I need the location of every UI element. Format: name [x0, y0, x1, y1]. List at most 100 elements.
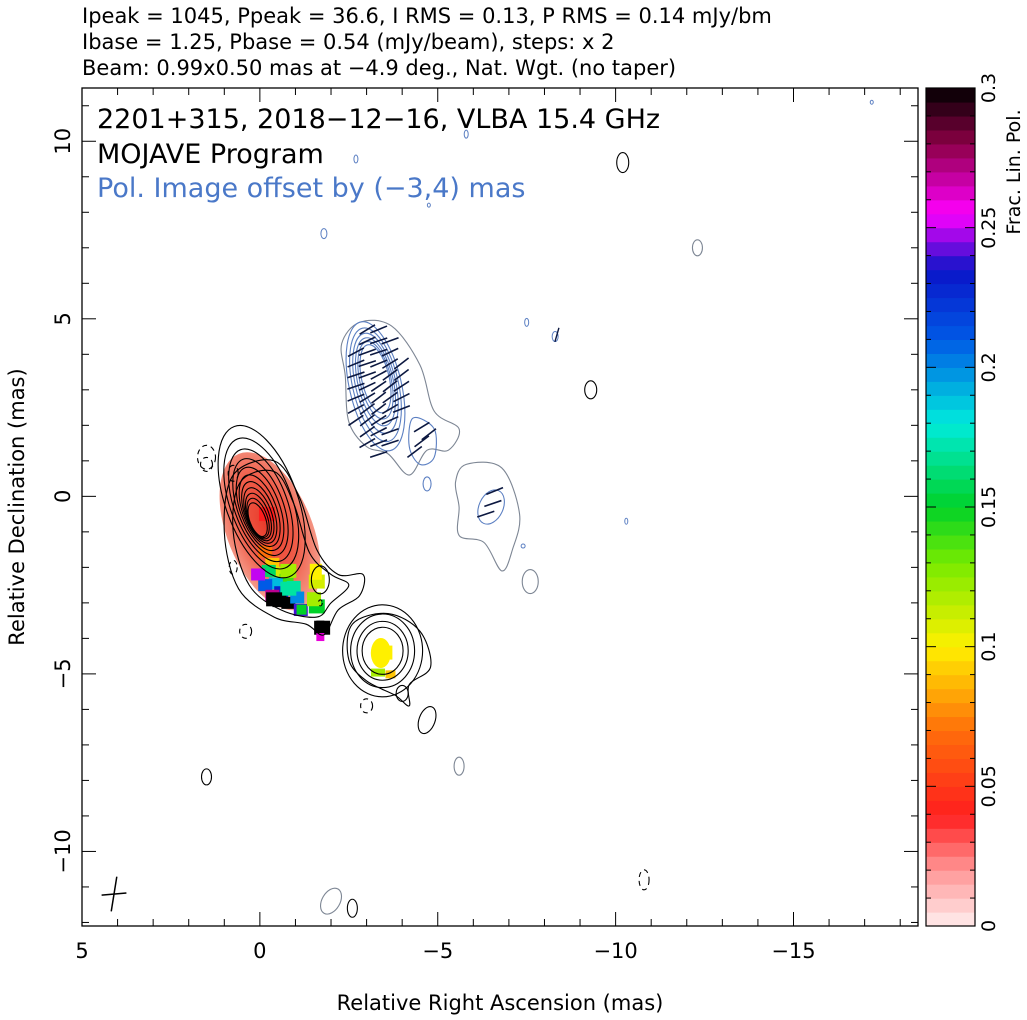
plot-area — [101, 99, 874, 918]
colorbar-swatch — [926, 423, 975, 438]
colorbar-swatch — [926, 828, 975, 843]
pol-contour-blob — [524, 317, 530, 327]
stokes-i-contour-knot — [342, 604, 424, 698]
colorbar-swatch — [926, 367, 975, 382]
colorbar-swatch — [926, 507, 975, 522]
stokes-i-negative-contour — [199, 456, 214, 472]
evpa-stick — [381, 336, 399, 345]
colorbar-swatch — [926, 520, 975, 536]
frac-pol-pixel — [309, 563, 322, 580]
stokes-i-contour-knot — [350, 613, 416, 689]
colorbar-swatch — [926, 283, 975, 299]
pol-contour-blob — [691, 239, 703, 257]
evpa-stick — [476, 510, 495, 518]
colorbar-swatch — [926, 171, 975, 187]
stokes-i-negative-contour — [317, 599, 323, 607]
header-line-1: Ipeak = 1045, Ppeak = 36.6, I RMS = 0.13… — [82, 4, 772, 28]
evpa-stick — [393, 380, 410, 392]
header-line-2: Ibase = 1.25, Pbase = 0.54 (mJy/beam), s… — [82, 30, 615, 54]
evpa-stick — [381, 358, 399, 369]
colorbar-swatch — [926, 674, 975, 690]
evpa-stick — [381, 439, 399, 447]
evpa-stick — [393, 368, 410, 381]
evpa-stick — [369, 337, 388, 345]
header-line-3: Beam: 0.99x0.50 mas at −4.9 deg., Nat. W… — [82, 56, 677, 80]
colorbar-swatch — [926, 88, 975, 103]
evpa-stick — [370, 380, 387, 393]
offset-annotation: Pol. Image offset by (−3,4) mas — [97, 173, 525, 204]
frac-pol-image — [219, 452, 396, 679]
frac-pol-pixel — [316, 620, 325, 631]
colorbar-swatch — [926, 465, 975, 480]
pol-contour-blob — [319, 887, 343, 915]
evpa-stick — [359, 425, 376, 438]
frac-pol-pixel — [296, 604, 307, 615]
colorbar-swatch — [926, 199, 975, 215]
evpa-stick — [414, 435, 430, 448]
pol-contour-core — [345, 321, 406, 452]
evpa-stick — [358, 348, 377, 357]
pol-contour-blob — [453, 756, 465, 776]
pol-contour-blob — [521, 569, 539, 595]
evpa-stick — [554, 327, 560, 342]
evpa-vectors — [347, 324, 560, 518]
colorbar-tick-label: 0.2 — [978, 352, 1000, 382]
colorbar-swatch — [926, 409, 975, 424]
evpa-stick — [359, 392, 376, 404]
colorbar-swatch — [926, 311, 975, 327]
colorbar-swatch — [926, 101, 975, 117]
pol-contour-blob — [320, 228, 328, 240]
stokes-i-contour-outer — [232, 469, 350, 618]
stokes-i-negative-contour — [228, 559, 238, 575]
evpa-stick — [484, 499, 502, 508]
colorbar-swatch — [926, 451, 975, 466]
stokes-i-negative-contour — [638, 869, 650, 891]
y-tick-label: 0 — [51, 490, 75, 503]
colorbar-swatch — [926, 353, 975, 368]
colorbar-swatch — [926, 143, 975, 159]
stokes-i-contour-core — [223, 437, 300, 570]
pol-contour-blob — [624, 517, 629, 525]
stokes-i-contours — [196, 152, 650, 918]
colorbar-swatch — [926, 185, 975, 201]
evpa-stick — [347, 359, 365, 368]
pol-contour-blob — [463, 129, 469, 139]
stokes-i-contour-blob — [584, 380, 598, 400]
colorbar-swatch — [926, 870, 975, 885]
x-tick-label: −15 — [771, 939, 815, 963]
frac-pol-pixel — [316, 633, 325, 642]
pol-contour-blob — [422, 476, 432, 492]
frac-pol-pixel — [307, 592, 322, 607]
program-annotation: MOJAVE Program — [97, 139, 324, 170]
evpa-stick — [369, 348, 388, 356]
evpa-stick — [370, 325, 388, 334]
colorbar-swatch — [926, 646, 975, 662]
evpa-stick — [421, 428, 437, 441]
colorbar-tick-label: 0.25 — [978, 207, 1000, 249]
colorbar-tick-label: 0.15 — [978, 486, 1000, 528]
stokes-i-contour-blob — [200, 768, 213, 786]
stokes-i-contour-core — [235, 466, 285, 552]
colorbar-swatch — [926, 814, 975, 829]
evpa-stick — [381, 415, 399, 425]
colorbar-swatch — [926, 213, 975, 229]
evpa-stick — [370, 439, 388, 448]
evpa-stick — [382, 391, 398, 404]
colorbar-swatch — [926, 562, 975, 578]
evpa-stick — [371, 391, 387, 404]
evpa-stick — [392, 404, 411, 414]
colorbar-swatch — [926, 339, 975, 354]
frac-pol-pixel — [385, 670, 396, 679]
evpa-stick — [413, 421, 430, 433]
stokes-i-contour-blob — [417, 706, 437, 735]
colorbar-swatch — [926, 884, 975, 899]
colorbar-swatch — [926, 548, 975, 564]
colorbar-swatch — [926, 241, 975, 257]
pol-contour-jet — [408, 417, 437, 466]
frac-pol-pixel — [266, 592, 283, 607]
colorbar-swatch — [926, 381, 975, 396]
frac-pol-pixel — [280, 581, 297, 596]
pol-contour-grey — [454, 461, 521, 572]
colorbar-swatch — [926, 493, 975, 508]
